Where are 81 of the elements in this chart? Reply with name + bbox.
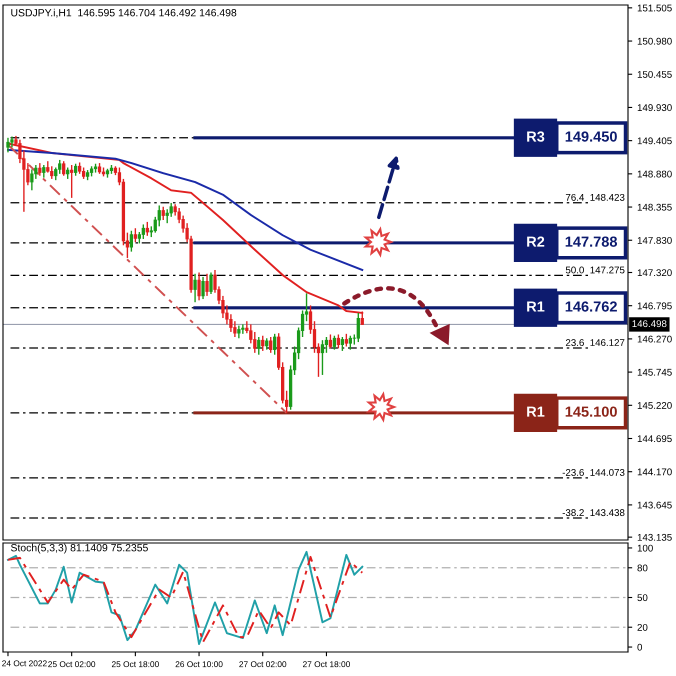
y-tick-label: 149.405 bbox=[638, 137, 672, 144]
text: R1 146.762 bbox=[527, 301, 617, 312]
text: R3 149.450 bbox=[527, 131, 617, 142]
y-tick-label: 0 bbox=[637, 644, 642, 651]
x-tick-label: 26 Oct 10:00 bbox=[176, 661, 223, 668]
ref-line-label: 146.498 bbox=[632, 320, 666, 328]
y-tick-label: 145.745 bbox=[638, 368, 672, 376]
y-tick-label: 148.355 bbox=[638, 204, 672, 211]
y-tick-label: 20 bbox=[638, 624, 648, 631]
candlestick bbox=[70, 164, 74, 199]
candlestick bbox=[130, 230, 134, 252]
ref-line-label: -23.6 144.073 bbox=[562, 469, 624, 476]
candlestick bbox=[193, 273, 197, 303]
chart-title: Stoch(5,3,3) 81.1409 75.2355 bbox=[10, 544, 148, 554]
candlestick bbox=[86, 169, 90, 181]
candlestick bbox=[98, 162, 102, 175]
candlestick bbox=[324, 336, 328, 354]
ref-line-label: 23.6 146.127 bbox=[566, 339, 624, 346]
candlestick bbox=[66, 166, 70, 180]
y-tick-label: 143.135 bbox=[638, 534, 672, 541]
y-tick-label: 151.505 bbox=[638, 4, 672, 12]
candlestick bbox=[241, 324, 244, 335]
candlestick bbox=[62, 160, 66, 176]
candlestick bbox=[261, 335, 264, 352]
y-tick-label: 147.320 bbox=[638, 269, 672, 276]
x-tick-label: 25 Oct 02:00 bbox=[48, 661, 96, 668]
y-tick-label: 143.645 bbox=[638, 502, 672, 509]
y-tick-label: 149.930 bbox=[638, 104, 672, 112]
candlestick bbox=[10, 136, 14, 148]
candlestick bbox=[162, 206, 165, 221]
candlestick bbox=[336, 334, 340, 350]
candlestick bbox=[74, 163, 78, 176]
y-tick-label: 146.270 bbox=[638, 336, 672, 343]
candlestick bbox=[134, 228, 138, 243]
ref-line-label: -38.2 143.438 bbox=[562, 509, 624, 516]
y-tick-label: 50 bbox=[637, 594, 648, 602]
candlestick bbox=[229, 314, 233, 333]
candlestick bbox=[201, 276, 205, 300]
candlestick bbox=[38, 162, 42, 176]
y-tick-label: 147.830 bbox=[638, 236, 672, 244]
candlestick bbox=[344, 333, 348, 348]
y-tick-label: 80 bbox=[637, 564, 648, 572]
candlestick bbox=[348, 335, 352, 350]
line-series bbox=[7, 148, 364, 271]
candlestick bbox=[209, 272, 213, 295]
candlestick bbox=[257, 336, 260, 356]
text: R2 147.788 bbox=[527, 236, 618, 247]
candlestick bbox=[78, 162, 82, 175]
candlestick bbox=[237, 324, 241, 339]
chart-title: USDJPY.i,H1 146.595 146.704 146.492 146.498 bbox=[11, 8, 236, 18]
x-tick-label: 27 Oct 18:00 bbox=[303, 661, 350, 668]
candlestick bbox=[265, 338, 268, 350]
y-tick-label: 148.880 bbox=[638, 170, 672, 178]
candlestick bbox=[320, 339, 324, 376]
y-tick-label: 100 bbox=[638, 544, 653, 552]
candlestick bbox=[356, 312, 360, 343]
candlestick bbox=[205, 273, 209, 297]
candlestick bbox=[142, 224, 145, 240]
ref-line-label: 76.4 148.423 bbox=[566, 194, 624, 201]
candlestick bbox=[90, 166, 94, 178]
x-tick-label: 25 Oct 18:00 bbox=[112, 661, 159, 668]
y-tick-label: 146.795 bbox=[638, 302, 672, 310]
candlestick bbox=[269, 336, 272, 354]
y-tick-label: 150.980 bbox=[638, 38, 672, 45]
text: 24 Oct 2022 bbox=[2, 660, 47, 666]
candlestick bbox=[82, 166, 86, 180]
ref-line-label: 50.0 147.275 bbox=[566, 266, 624, 274]
candlestick bbox=[197, 272, 201, 302]
candlestick bbox=[328, 334, 332, 350]
y-tick-label: 144.695 bbox=[638, 435, 672, 442]
candlestick bbox=[332, 335, 336, 350]
y-tick-label: 150.455 bbox=[638, 70, 672, 78]
y-tick-label: 144.170 bbox=[638, 468, 672, 476]
y-tick-label: 145.220 bbox=[638, 402, 672, 409]
candlestick bbox=[30, 168, 34, 191]
x-tick-label: 27 Oct 02:00 bbox=[239, 661, 286, 668]
candlestick bbox=[340, 336, 344, 352]
text: R1 145.100 bbox=[527, 406, 617, 417]
candlestick bbox=[42, 164, 46, 178]
candlestick bbox=[273, 333, 276, 356]
candlestick bbox=[146, 221, 149, 237]
